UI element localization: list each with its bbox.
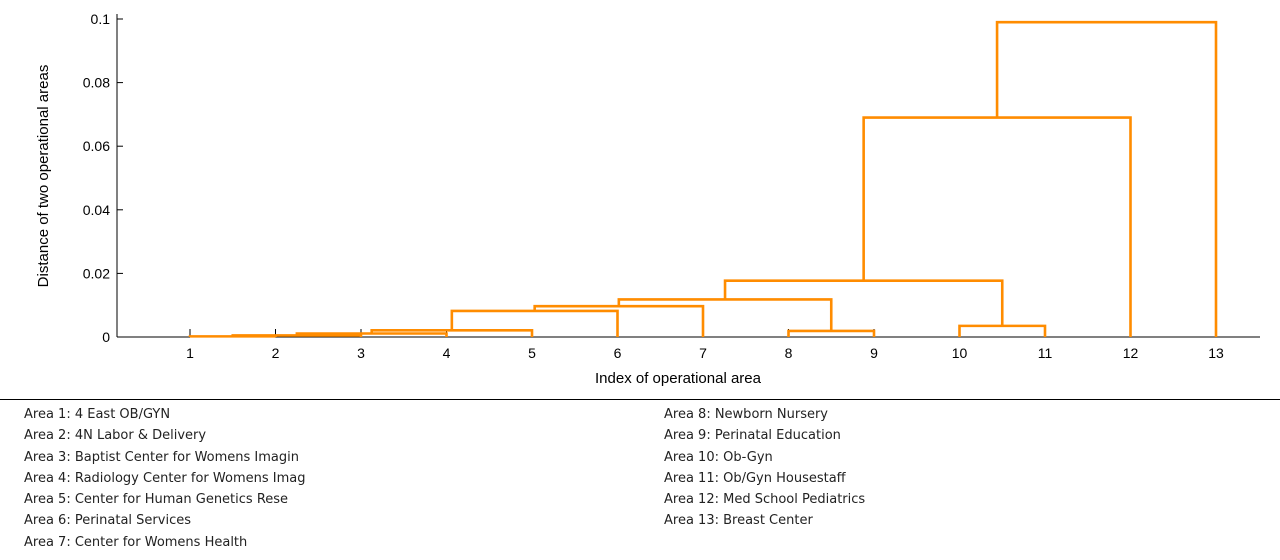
dendrogram-link xyxy=(862,116,1132,337)
x-tick-label: 6 xyxy=(614,345,622,361)
y-tick-label: 0.08 xyxy=(83,75,110,91)
area-legend-item: Area 9: Perinatal Education xyxy=(664,428,841,444)
area-legend-right-column: Area 8: Newborn Nursery Area 9: Perinata… xyxy=(664,404,865,532)
dendrogram-link xyxy=(617,298,833,331)
y-tick-label: 0.1 xyxy=(91,11,111,27)
area-legend-item: Area 11: Ob/Gyn Housestaff xyxy=(664,470,846,486)
area-legend-item: Area 2: 4N Labor & Delivery xyxy=(24,428,207,444)
area-legend-item: Area 8: Newborn Nursery xyxy=(664,407,828,422)
x-tick-label: 13 xyxy=(1208,345,1224,361)
dendrogram-links xyxy=(188,20,1218,338)
x-tick-label: 12 xyxy=(1123,345,1139,361)
area-legend-item: Area 5: Center for Human Genetics Rese xyxy=(24,492,289,508)
y-tick-label: 0.04 xyxy=(83,202,110,218)
area-legend-item: Area 1: 4 East OB/GYN xyxy=(24,407,171,422)
x-tick-label: 9 xyxy=(870,345,878,361)
area-legend: Area 1: 4 East OB/GYN Area 2: 4N Labor &… xyxy=(0,399,1280,560)
area-legend-item: Area 10: Ob-Gyn xyxy=(664,449,773,465)
dendrogram-link xyxy=(723,279,1004,326)
area-legend-left-column: Area 1: 4 East OB/GYN Area 2: 4N Labor &… xyxy=(24,404,305,553)
dendrogram-link xyxy=(450,309,619,337)
x-tick-label: 11 xyxy=(1038,345,1053,361)
x-axis-title: Index of operational area xyxy=(595,370,762,387)
x-tick-label: 2 xyxy=(272,345,280,361)
y-tick-label: 0.02 xyxy=(83,265,110,281)
x-tick-label: 5 xyxy=(528,345,536,361)
x-tick-label: 3 xyxy=(357,345,365,361)
area-legend-item: Area 13: Breast Center xyxy=(664,513,813,529)
x-tick-label: 10 xyxy=(952,345,968,361)
area-legend-item: Area 7: Center for Womens Health xyxy=(24,534,248,550)
area-legend-item: Area 6: Perinatal Services xyxy=(24,513,191,529)
area-legend-item: Area 3: Baptist Center for Womens Imagin xyxy=(24,449,299,465)
chart-axes xyxy=(116,14,1260,338)
dendrogram-link xyxy=(995,20,1218,337)
dendrogram-link xyxy=(787,329,876,337)
x-tick-label: 1 xyxy=(186,345,194,361)
dendrogram-link xyxy=(958,324,1047,337)
area-legend-item: Area 12: Med School Pediatrics xyxy=(664,492,866,508)
y-axis-ticks: 0 0.02 0.04 0.06 0.08 0.1 xyxy=(83,11,123,345)
x-tick-label: 7 xyxy=(699,345,707,361)
x-tick-label: 4 xyxy=(443,345,451,361)
y-tick-label: 0 xyxy=(102,329,110,345)
dendrogram-chart: 00.020.040.060.080.1 1 2 3 4 5 6 7 8 9 10 11 12 13 I… xyxy=(35,11,1260,387)
y-tick-label: 0.06 xyxy=(83,138,110,154)
area-legend-item: Area 4: Radiology Center for Womens Imag xyxy=(24,470,306,486)
y-axis-title: Distance of two operational areas xyxy=(35,65,52,288)
x-tick-label: 8 xyxy=(785,345,793,361)
